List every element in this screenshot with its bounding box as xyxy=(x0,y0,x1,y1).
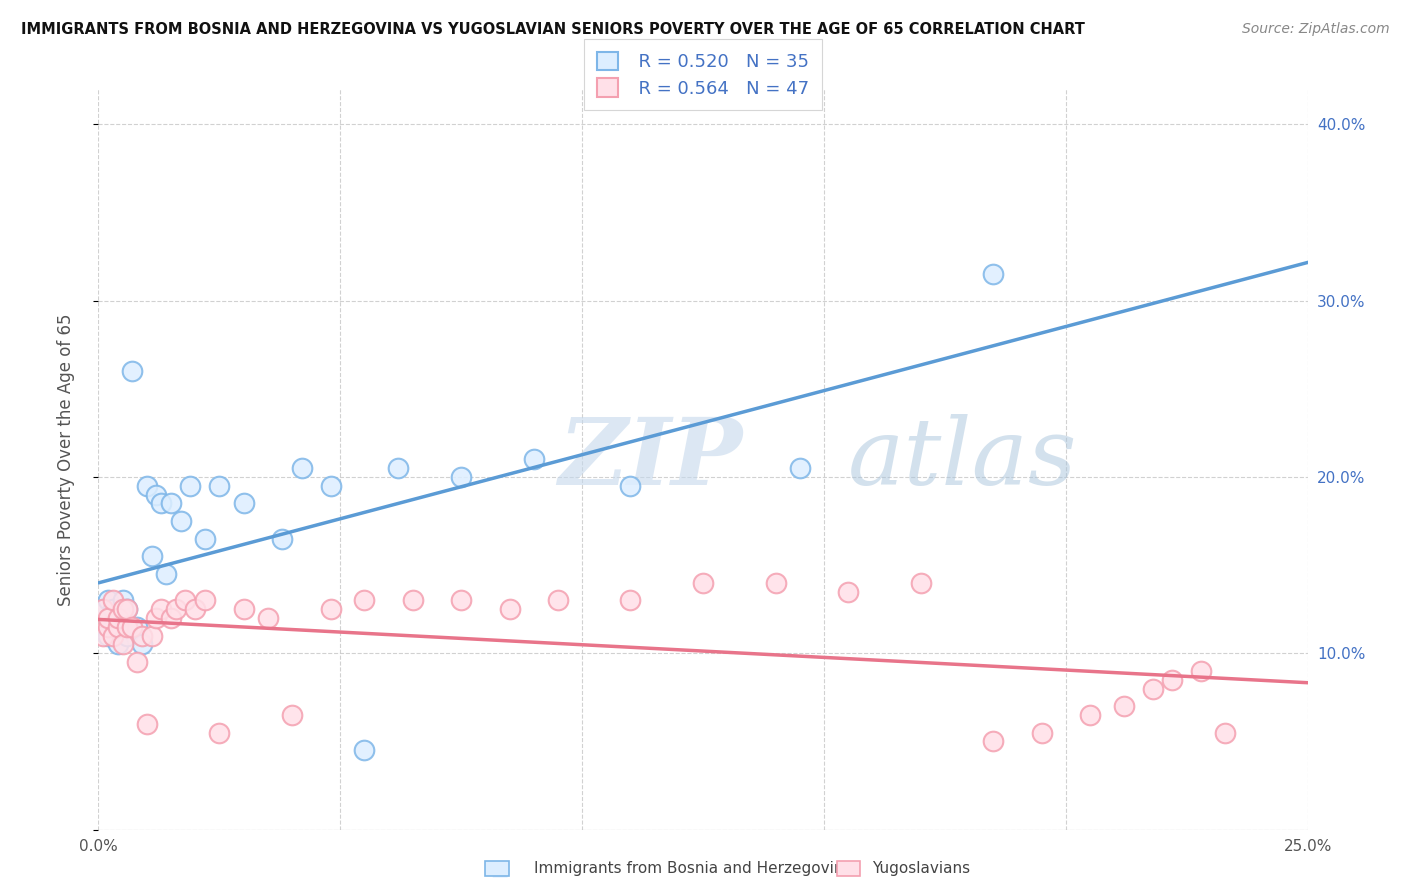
Point xyxy=(194,593,217,607)
Point xyxy=(107,620,129,634)
Point xyxy=(165,602,187,616)
Point xyxy=(837,584,859,599)
Point xyxy=(127,620,149,634)
Point xyxy=(97,593,120,607)
Text: ■: ■ xyxy=(489,859,509,879)
Point xyxy=(111,611,134,625)
Point xyxy=(619,479,641,493)
Point xyxy=(91,629,114,643)
Point xyxy=(619,593,641,607)
Point xyxy=(353,743,375,757)
Text: IMMIGRANTS FROM BOSNIA AND HERZEGOVINA VS YUGOSLAVIAN SENIORS POVERTY OVER THE A: IMMIGRANTS FROM BOSNIA AND HERZEGOVINA V… xyxy=(21,22,1085,37)
Point xyxy=(232,602,254,616)
Point xyxy=(498,602,520,616)
Point xyxy=(141,629,163,643)
Point xyxy=(208,479,231,493)
Point xyxy=(194,532,217,546)
Point xyxy=(981,268,1004,282)
Point xyxy=(135,479,157,493)
Point xyxy=(256,611,278,625)
Point xyxy=(450,470,472,484)
Point xyxy=(111,593,134,607)
Point xyxy=(101,629,124,643)
Text: Yugoslavians: Yugoslavians xyxy=(872,862,970,876)
Point xyxy=(131,637,153,651)
Point xyxy=(1161,673,1184,687)
Point xyxy=(1078,708,1101,723)
Point xyxy=(910,575,932,590)
Point xyxy=(232,496,254,510)
Text: atlas: atlas xyxy=(848,415,1077,504)
Point xyxy=(789,461,811,475)
Point xyxy=(271,532,294,546)
Point xyxy=(1112,699,1135,714)
Point xyxy=(111,602,134,616)
Point xyxy=(117,620,139,634)
Point xyxy=(160,611,183,625)
Point xyxy=(547,593,569,607)
Point xyxy=(184,602,207,616)
Point xyxy=(107,637,129,651)
Point xyxy=(131,629,153,643)
Point xyxy=(402,593,425,607)
Point xyxy=(101,602,124,616)
Point xyxy=(97,611,120,625)
Point xyxy=(97,629,120,643)
Point xyxy=(135,716,157,731)
Point xyxy=(174,593,197,607)
Point xyxy=(1142,681,1164,696)
Point xyxy=(145,611,167,625)
Point xyxy=(208,725,231,739)
Point xyxy=(127,655,149,669)
Legend:   R = 0.520   N = 35,   R = 0.564   N = 47: R = 0.520 N = 35, R = 0.564 N = 47 xyxy=(583,39,823,111)
Point xyxy=(981,734,1004,748)
Point xyxy=(91,602,114,616)
Point xyxy=(117,602,139,616)
Point xyxy=(169,514,191,528)
Point xyxy=(121,364,143,378)
Point xyxy=(117,602,139,616)
Point xyxy=(319,479,342,493)
Text: ZIP: ZIP xyxy=(558,415,742,504)
Point xyxy=(765,575,787,590)
Point xyxy=(150,496,173,510)
Point xyxy=(319,602,342,616)
Point xyxy=(387,461,409,475)
Point xyxy=(107,611,129,625)
Point xyxy=(523,452,546,467)
Point xyxy=(1215,725,1237,739)
Point xyxy=(150,602,173,616)
Point xyxy=(101,593,124,607)
Point xyxy=(101,620,124,634)
Point xyxy=(290,461,312,475)
Point xyxy=(111,637,134,651)
Point xyxy=(121,620,143,634)
Point xyxy=(107,620,129,634)
Point xyxy=(1189,664,1212,678)
Text: Immigrants from Bosnia and Herzegovina: Immigrants from Bosnia and Herzegovina xyxy=(534,862,853,876)
Y-axis label: Seniors Poverty Over the Age of 65: Seniors Poverty Over the Age of 65 xyxy=(56,313,75,606)
Point xyxy=(450,593,472,607)
Point xyxy=(281,708,304,723)
Point xyxy=(155,566,177,581)
Text: Source: ZipAtlas.com: Source: ZipAtlas.com xyxy=(1241,22,1389,37)
Point xyxy=(97,620,120,634)
Point xyxy=(692,575,714,590)
Point xyxy=(91,602,114,616)
Point xyxy=(145,488,167,502)
Point xyxy=(353,593,375,607)
Point xyxy=(160,496,183,510)
Point xyxy=(117,629,139,643)
Point xyxy=(1031,725,1053,739)
Point xyxy=(141,549,163,564)
Point xyxy=(179,479,201,493)
